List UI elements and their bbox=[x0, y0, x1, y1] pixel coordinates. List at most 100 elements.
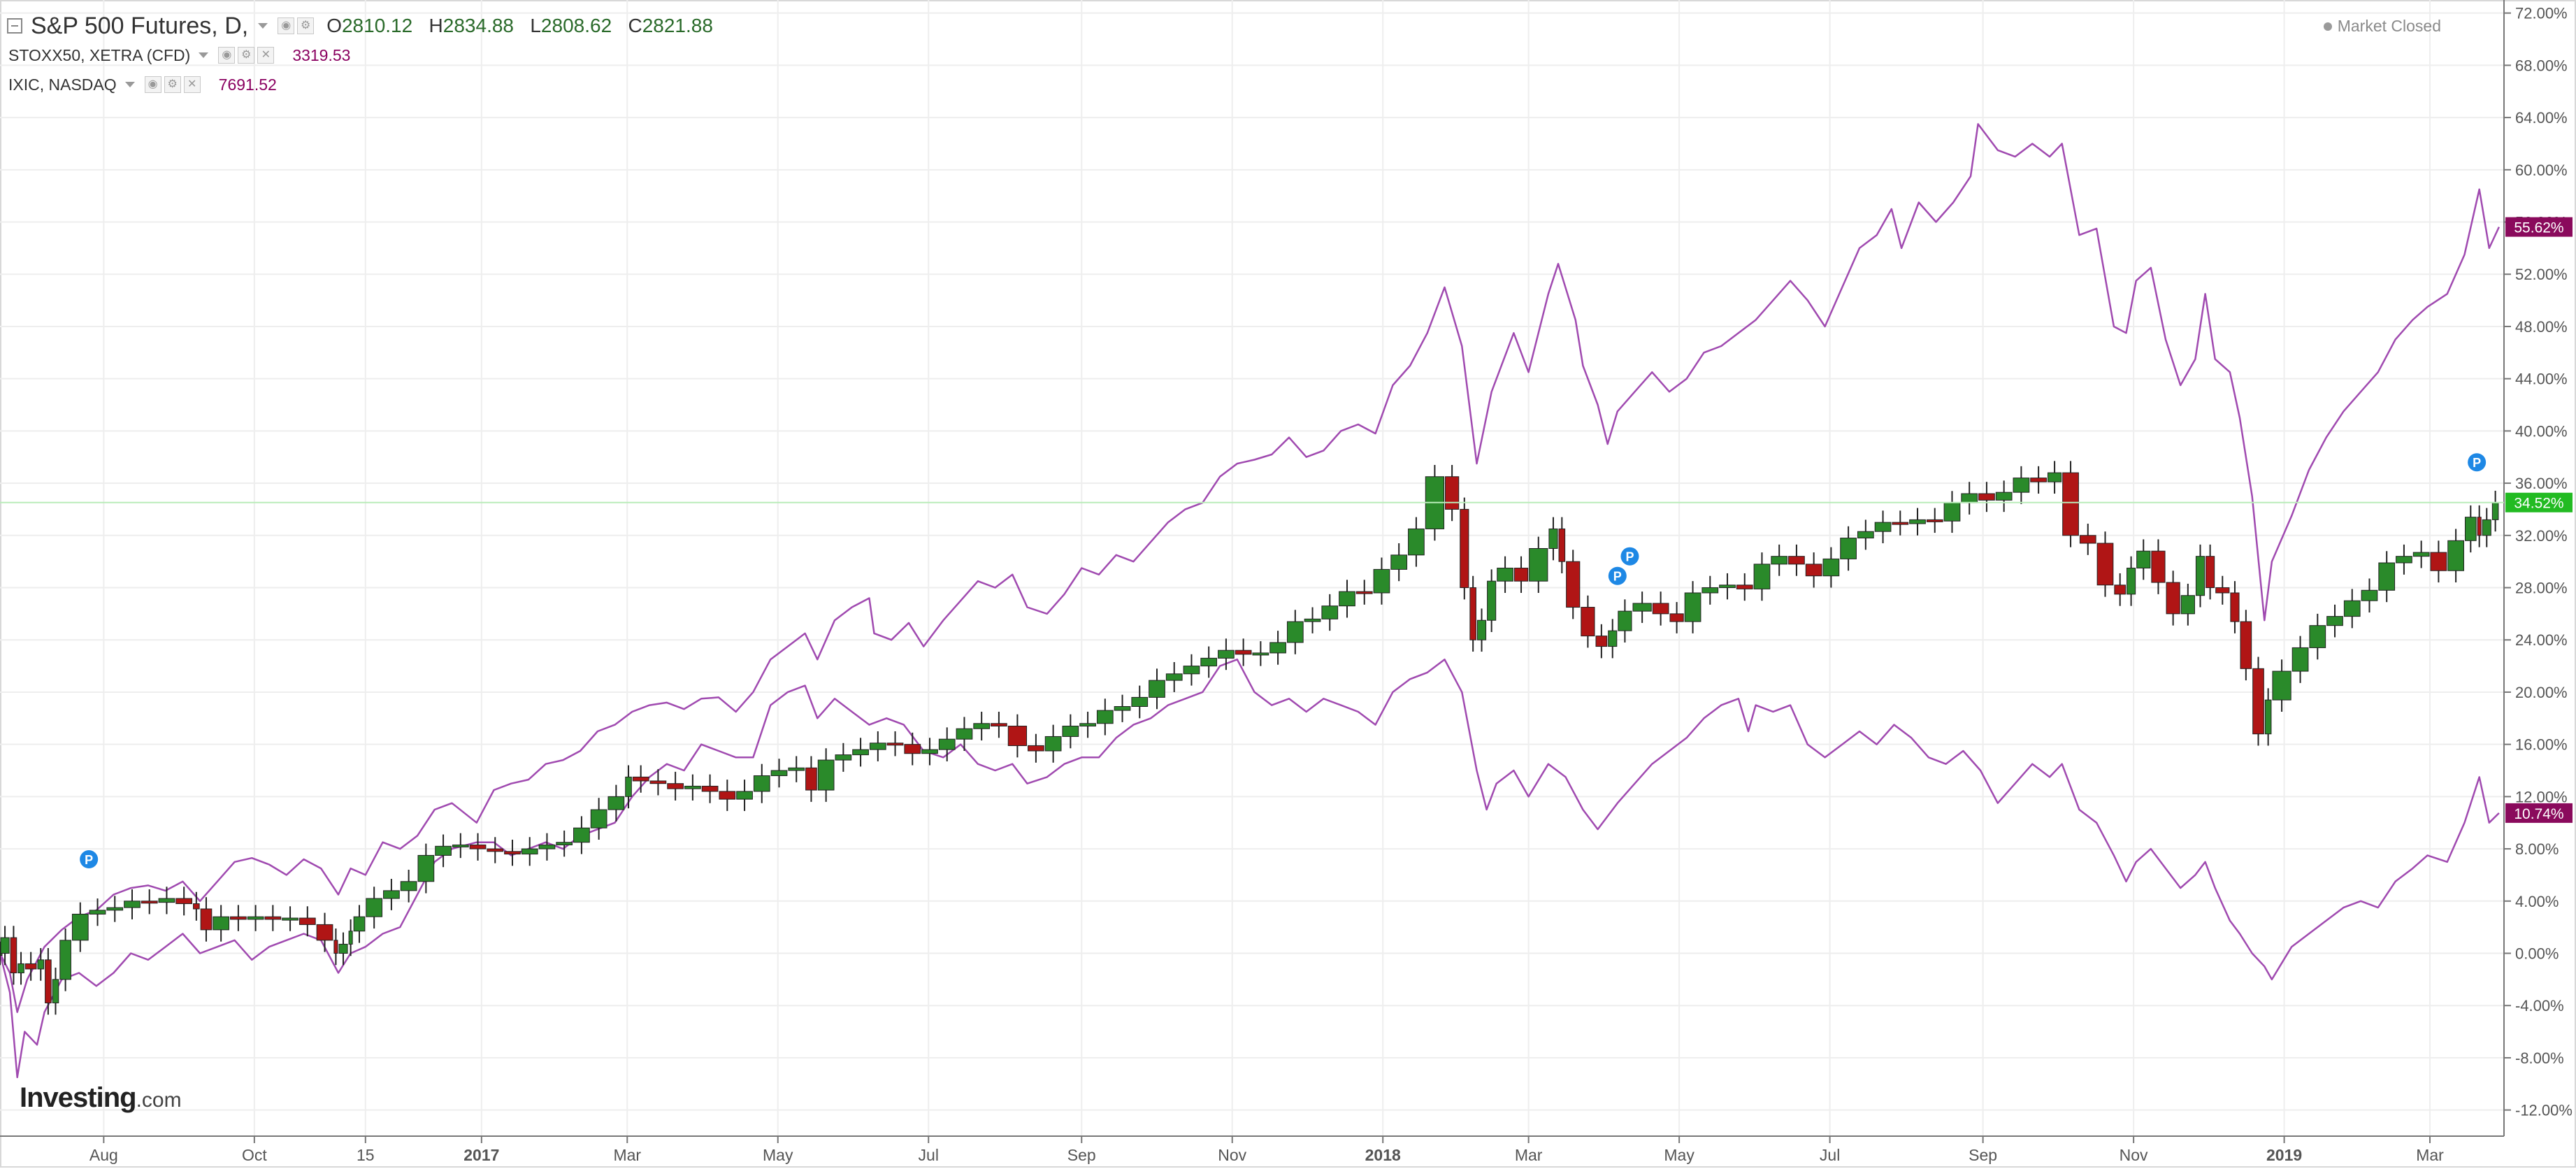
candle-body bbox=[2206, 556, 2215, 589]
candle-body bbox=[230, 916, 247, 920]
candle-body bbox=[1487, 580, 1497, 621]
y-tick-label: 60.00% bbox=[2515, 162, 2568, 179]
x-tick-label: Nov bbox=[1218, 1146, 1246, 1164]
candle-body bbox=[2309, 625, 2326, 648]
candle-body bbox=[1079, 723, 1096, 727]
last-value-badge bbox=[2505, 217, 2573, 237]
candle-body bbox=[1445, 476, 1460, 510]
legend: S&P 500 Futures, D, ◉ ⚙ O2810.12 H2834.8… bbox=[7, 11, 713, 99]
high-value: 2834.88 bbox=[442, 15, 514, 36]
logo-domain: .com bbox=[136, 1089, 182, 1112]
x-tick-label: Sep bbox=[1969, 1146, 1997, 1164]
y-tick-label: 48.00% bbox=[2515, 318, 2568, 336]
candle-body bbox=[1131, 696, 1149, 707]
dividend-marker-label: P bbox=[85, 853, 93, 867]
candle-body bbox=[2412, 552, 2430, 557]
candle-body bbox=[400, 881, 417, 891]
low-label: L bbox=[530, 15, 541, 36]
candle-body bbox=[1771, 556, 1788, 565]
candle-body bbox=[24, 963, 37, 970]
candle-body bbox=[1497, 568, 1513, 582]
candle-body bbox=[59, 940, 71, 980]
candle-body bbox=[1595, 636, 1608, 647]
gear-icon[interactable]: ⚙ bbox=[297, 17, 315, 34]
candle-body bbox=[417, 854, 435, 882]
candle-body bbox=[1892, 522, 1909, 525]
compare-series-legend-ixic: IXIC, NASDAQ ◉ ⚙ ✕ 7691.52 bbox=[7, 70, 713, 99]
x-tick-label: Nov bbox=[2120, 1146, 2148, 1164]
compare-series-title[interactable]: STOXX50, XETRA (CFD) bbox=[8, 45, 191, 64]
y-tick-label: -12.00% bbox=[2515, 1102, 2573, 1119]
y-tick-label: 4.00% bbox=[2515, 893, 2559, 910]
candle-body bbox=[106, 907, 124, 911]
candle-body bbox=[1149, 680, 1165, 698]
dividend-marker-icon bbox=[1608, 566, 1627, 585]
eye-icon[interactable]: ◉ bbox=[218, 47, 236, 64]
candle-body bbox=[2447, 540, 2464, 571]
y-tick-label: 12.00% bbox=[2515, 788, 2568, 805]
y-tick-label: 0.00% bbox=[2515, 945, 2559, 963]
candle-body bbox=[667, 783, 684, 789]
y-tick-label: 24.00% bbox=[2515, 631, 2568, 649]
eye-icon[interactable]: ◉ bbox=[278, 17, 295, 34]
candle-body bbox=[141, 901, 158, 904]
candle-body bbox=[2195, 556, 2206, 596]
candle-body bbox=[1632, 603, 1652, 612]
candle-body bbox=[1874, 522, 1892, 532]
compare-series-value: 3319.53 bbox=[292, 45, 351, 64]
close-icon[interactable]: ✕ bbox=[257, 47, 275, 64]
candle-body bbox=[2166, 582, 2180, 615]
candle-body bbox=[521, 848, 538, 855]
candle-body bbox=[590, 809, 607, 829]
candle-body bbox=[1736, 584, 1753, 589]
main-series-candles bbox=[0, 461, 2499, 1015]
candle-body bbox=[805, 767, 817, 791]
candle-body bbox=[607, 796, 625, 810]
chevron-down-icon[interactable] bbox=[258, 23, 268, 29]
close-icon[interactable]: ✕ bbox=[183, 76, 201, 93]
x-tick-label: May bbox=[763, 1146, 793, 1164]
gear-icon[interactable]: ⚙ bbox=[164, 76, 181, 93]
candle-body bbox=[886, 743, 904, 746]
collapse-legend-icon[interactable] bbox=[7, 18, 22, 34]
x-tick-label: Mar bbox=[613, 1146, 641, 1164]
candle-body bbox=[1548, 528, 1558, 549]
candle-body bbox=[37, 959, 45, 970]
candle-body bbox=[193, 903, 200, 910]
ohlc-readout: O2810.12 H2834.88 L2808.62 C2821.88 bbox=[326, 15, 713, 37]
y-tick-label: 72.00% bbox=[2515, 5, 2568, 22]
candle-body bbox=[556, 842, 573, 845]
y-tick-label: 16.00% bbox=[2515, 736, 2568, 754]
compare-series-title[interactable]: IXIC, NASDAQ bbox=[8, 75, 117, 94]
candle-body bbox=[921, 749, 938, 754]
candle-body bbox=[770, 770, 788, 776]
chevron-down-icon[interactable] bbox=[124, 82, 135, 87]
eye-icon[interactable]: ◉ bbox=[144, 76, 161, 93]
candle-body bbox=[200, 908, 213, 931]
candle-body bbox=[817, 759, 835, 791]
candle-body bbox=[1355, 591, 1373, 594]
y-tick-label: 20.00% bbox=[2515, 684, 2568, 701]
chevron-down-icon[interactable] bbox=[199, 52, 209, 58]
candle-body bbox=[1218, 650, 1235, 659]
candle-body bbox=[71, 913, 89, 941]
candle-body bbox=[469, 844, 487, 849]
x-tick-label: Jul bbox=[919, 1146, 939, 1164]
candle-body bbox=[2464, 517, 2477, 541]
candle-body bbox=[1909, 519, 1926, 524]
gear-icon[interactable]: ⚙ bbox=[238, 47, 255, 64]
candle-body bbox=[2272, 670, 2291, 701]
candle-body bbox=[1608, 630, 1618, 647]
last-value-badge-label: 55.62% bbox=[2514, 220, 2563, 236]
compare-series-line bbox=[0, 123, 2501, 1013]
candle-body bbox=[1805, 564, 1822, 577]
main-series-title[interactable]: S&P 500 Futures, D, bbox=[31, 12, 249, 39]
low-value: 2808.62 bbox=[540, 15, 612, 36]
candle-body bbox=[2264, 699, 2272, 735]
candle-body bbox=[435, 845, 452, 856]
y-tick-label: 8.00% bbox=[2515, 840, 2559, 858]
candle-body bbox=[2096, 543, 2114, 586]
x-tick-label: Oct bbox=[242, 1146, 267, 1164]
